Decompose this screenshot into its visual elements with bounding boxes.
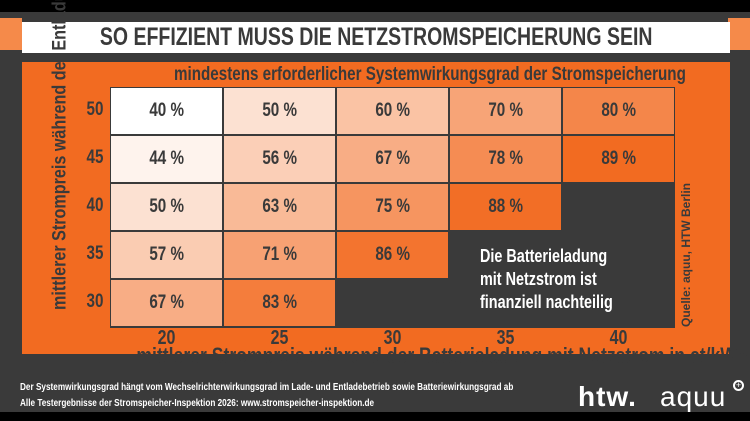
heatmap-cell: 75 % xyxy=(336,183,449,231)
heatmap-cell: 80 % xyxy=(562,87,675,135)
x-tick-label: 25 xyxy=(270,327,289,349)
heatmap-cell: 67 % xyxy=(110,279,223,327)
heatmap-cell: 44 % xyxy=(110,135,223,183)
cell-value: 40 % xyxy=(149,100,184,121)
y-tick-label: 40 xyxy=(86,195,104,216)
cell-value: 80 % xyxy=(601,100,636,121)
ribbon-right xyxy=(728,18,750,50)
footer-line-2: Alle Testergebnisse der Stromspeicher-In… xyxy=(20,398,375,409)
bottom-bar xyxy=(0,412,750,421)
y-tick-label: 45 xyxy=(86,147,104,168)
y-tick-label: 35 xyxy=(86,243,104,264)
null-region-note: Die Batterieladung mit Netzstrom ist fin… xyxy=(480,245,670,314)
heatmap-cell: 63 % xyxy=(223,183,336,231)
cell-value: 67 % xyxy=(375,148,410,169)
x-axis-label-wrap: mittlerer Strompreis während der Batteri… xyxy=(60,344,747,368)
heatmap-cell: 89 % xyxy=(562,135,675,183)
cell-value: 78 % xyxy=(488,148,523,169)
heatmap-cell: 83 % xyxy=(223,279,336,327)
cell-value: 70 % xyxy=(488,100,523,121)
cell-value: 86 % xyxy=(375,244,410,265)
cell-value: 50 % xyxy=(149,196,184,217)
heatmap-grid: 40 % 50 % 60 % 70 % 80 % 44 % 56 % 67 % 78 % 89 %… xyxy=(110,87,675,328)
heatmap-cell: 57 % xyxy=(110,231,223,279)
cell-value: 63 % xyxy=(262,196,297,217)
x-tick-label: 35 xyxy=(496,327,515,349)
heatmap-cell: 60 % xyxy=(336,87,449,135)
heatmap-cell: 50 % xyxy=(110,183,223,231)
aquu-logo: aquu xyxy=(660,381,727,412)
cell-value: 67 % xyxy=(149,292,184,313)
note-line: Die Batterieladung xyxy=(480,246,608,266)
source-wrap: Quelle: aquu, HTW Berlin xyxy=(676,182,696,327)
heatmap-cell: 67 % xyxy=(336,135,449,183)
title-banner: SO EFFIZIENT MUSS DIE NETZSTROMSPEICHERU… xyxy=(22,22,730,53)
x-axis-label: mittlerer Strompreis während der Batteri… xyxy=(136,343,748,368)
cell-value: 56 % xyxy=(262,148,297,169)
y-axis-label-wrap: mittlerer Strompreis während der Entladu… xyxy=(30,0,90,328)
source-label: Quelle: aquu, HTW Berlin xyxy=(679,182,693,327)
chart-title: mindestens erforderlicher Systemwirkungs… xyxy=(173,64,686,85)
y-tick-label: 30 xyxy=(86,291,104,312)
cell-value: 75 % xyxy=(375,196,410,217)
chart-title-wrap: mindestens erforderlicher Systemwirkungs… xyxy=(110,64,686,86)
cell-value: 89 % xyxy=(601,148,636,169)
x-tick-label: 20 xyxy=(157,327,176,349)
heatmap-cell: 71 % xyxy=(223,231,336,279)
ribbon-left xyxy=(0,18,22,50)
y-tick-label: 50 xyxy=(86,99,104,120)
page-title: SO EFFIZIENT MUSS DIE NETZSTROMSPEICHERU… xyxy=(99,23,653,51)
heatmap-cell: 40 % xyxy=(110,87,223,135)
note-line: mit Netzstrom ist xyxy=(480,269,597,289)
x-tick-label: 30 xyxy=(383,327,402,349)
heatmap-cell: 88 % xyxy=(449,183,562,231)
heatmap-cell: 56 % xyxy=(223,135,336,183)
cell-value: 50 % xyxy=(262,100,297,121)
x-tick-label: 40 xyxy=(609,327,628,349)
cell-value: 88 % xyxy=(488,196,523,217)
cell-value: 83 % xyxy=(262,292,297,313)
note-line: finanziell nachteilig xyxy=(480,292,613,312)
heatmap-cell: 86 % xyxy=(336,231,449,279)
cell-value: 71 % xyxy=(262,244,297,265)
heatmap-cell: 50 % xyxy=(223,87,336,135)
htw-logo: htw. xyxy=(578,381,637,412)
top-bar xyxy=(0,0,750,12)
cell-value: 44 % xyxy=(149,148,184,169)
cell-value: 57 % xyxy=(149,244,184,265)
y-axis-label: mittlerer Strompreis während der Entladu… xyxy=(49,0,71,311)
heatmap-cell: 70 % xyxy=(449,87,562,135)
plus-icon: + xyxy=(733,380,744,391)
cell-value: 60 % xyxy=(375,100,410,121)
footer-line-1: Der Systemwirkungsgrad hängt vom Wechsel… xyxy=(20,382,514,393)
heatmap-cell: 78 % xyxy=(449,135,562,183)
